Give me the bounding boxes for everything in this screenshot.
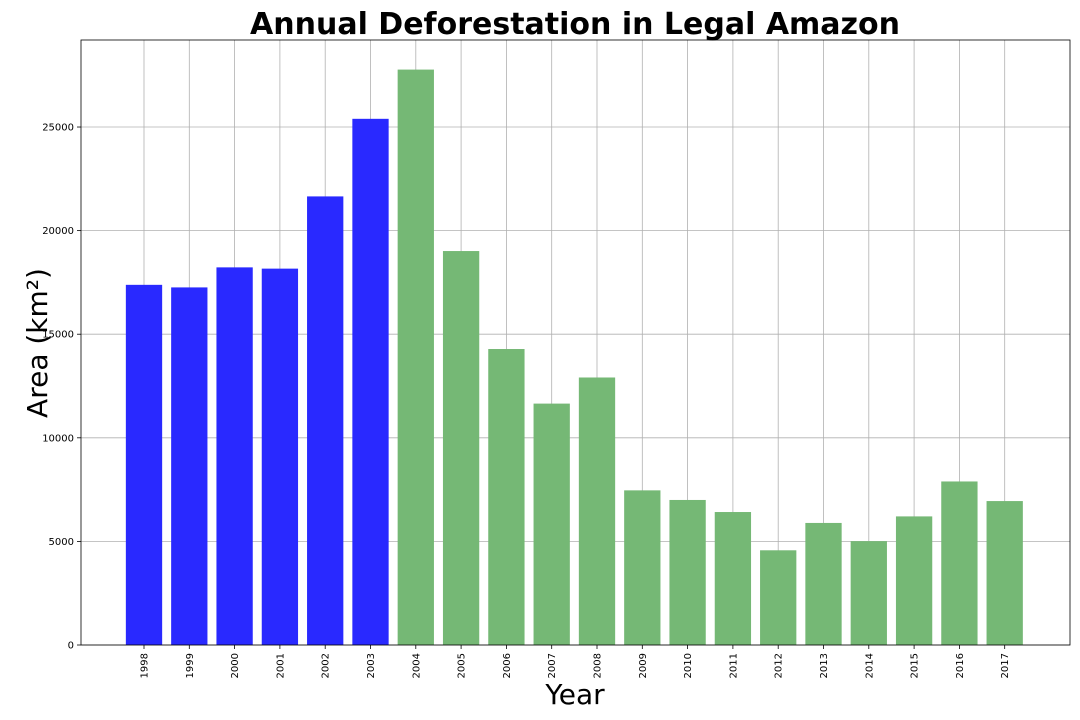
x-tick-label: 2003 [366, 653, 377, 678]
y-tick-label: 5000 [49, 537, 74, 548]
bar-2016 [941, 481, 978, 645]
x-tick-label: 2008 [593, 653, 604, 678]
x-tick-label: 2001 [275, 653, 286, 678]
chart-title: Annual Deforestation in Legal Amazon [250, 7, 900, 42]
bar-layer [125, 69, 1023, 646]
bar-2008 [578, 377, 616, 645]
bar-2009 [624, 490, 661, 645]
y-tick-label: 0 [68, 641, 74, 652]
x-axis-label: Year [544, 678, 605, 711]
tick-layer: 1998 1999 2000 2001 2002 2003 2004 2005 2006 2007… [42, 123, 1011, 679]
plot-area-frame [80, 39, 1071, 646]
x-tick-label: 2006 [502, 653, 513, 678]
bar-1998 [125, 284, 163, 645]
y-axis-label: Area (km²) [21, 268, 54, 418]
bar-2000 [216, 267, 253, 645]
x-tick-label: 2002 [321, 653, 332, 678]
bar-2013 [805, 522, 842, 645]
bar-2017 [986, 501, 1023, 645]
bar-2003 [352, 118, 389, 646]
x-tick-label: 2015 [910, 653, 921, 678]
bar-1999 [171, 287, 208, 645]
y-tick-label: 20000 [42, 226, 74, 237]
x-tick-label: 2005 [457, 653, 468, 678]
bar-2002 [307, 196, 344, 646]
x-tick-label: 2016 [955, 653, 966, 678]
x-tick-label: 2012 [774, 653, 785, 678]
x-tick-label: 1999 [185, 653, 196, 678]
x-tick-label: 1998 [140, 653, 151, 678]
y-tick-label: 10000 [42, 433, 74, 444]
bar-2006 [488, 349, 525, 645]
bar-2007 [533, 403, 570, 645]
x-tick-label: 2004 [411, 653, 422, 678]
bar-2012 [760, 550, 797, 645]
bar-2004 [397, 69, 434, 646]
x-tick-label: 2007 [547, 653, 558, 678]
y-tick-label: 15000 [42, 330, 74, 341]
x-tick-label: 2010 [683, 653, 694, 678]
x-tick-label: 2014 [864, 653, 875, 678]
bar-2005 [442, 251, 480, 646]
bar-2010 [669, 499, 706, 645]
x-tick-label: 2011 [728, 653, 739, 678]
x-tick-label: 2013 [819, 653, 830, 678]
bar-2015 [895, 516, 933, 645]
x-tick-label: 2017 [1000, 653, 1011, 678]
x-tick-label: 2009 [638, 653, 649, 678]
bar-2011 [714, 512, 752, 645]
x-tick-label: 2000 [230, 653, 241, 678]
y-tick-label: 25000 [42, 123, 74, 134]
bar-2001 [261, 268, 299, 645]
bar-2014 [850, 541, 887, 645]
